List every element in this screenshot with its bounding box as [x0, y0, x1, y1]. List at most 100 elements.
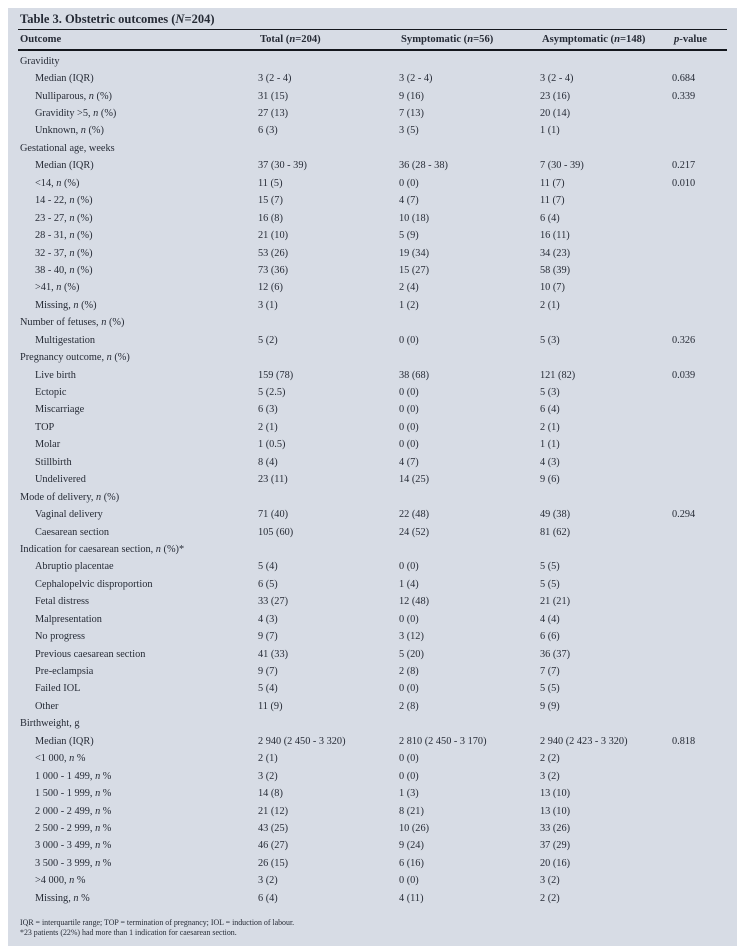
row-label: 28 - 31, n (%): [35, 230, 93, 242]
table-row: 3 500 - 3 999, n % 26 (15) 6 (16) 20 (16): [18, 855, 727, 872]
table-body: Gravidity Median (IQR) 3 (2 - 4) 3 (2 - 4) 3…: [18, 51, 727, 907]
cell-symptomatic: 10 (18): [399, 212, 430, 224]
row-label: Malpresentation: [35, 613, 102, 625]
cell-symptomatic: 0 (0): [399, 387, 419, 399]
cell-asymptomatic: 9 (6): [540, 474, 560, 486]
cell-total: 71 (40): [258, 509, 289, 521]
row-label: Unknown, n (%): [35, 125, 104, 137]
cell-symptomatic: 1 (3): [399, 788, 419, 800]
column-header-p-value: p-value: [674, 34, 707, 45]
cell-symptomatic: 6 (16): [399, 857, 424, 869]
cell-total: 6 (3): [258, 404, 278, 416]
cell-total: 12 (6): [258, 282, 283, 294]
cell-total: 15 (7): [258, 195, 283, 207]
cell-total: 6 (3): [258, 125, 278, 137]
table-row: Median (IQR) 2 940 (2 450 - 3 320) 2 810 (…: [18, 733, 727, 750]
cell-total: 43 (25): [258, 822, 289, 834]
table-header-row: Outcome Total (n=204) Symptomatic (n=56)…: [18, 30, 727, 51]
cell-p-value: 0.339: [672, 90, 696, 102]
table-row: 38 - 40, n (%) 73 (36) 15 (27) 58 (39): [18, 262, 727, 279]
row-label: Fetal distress: [35, 596, 90, 608]
row-label: Cephalopelvic disproportion: [35, 578, 153, 590]
cell-asymptomatic: 2 (1): [540, 421, 560, 433]
table-row: <14, n (%) 11 (5) 0 (0) 11 (7) 0.010: [18, 175, 727, 192]
cell-symptomatic: 38 (68): [399, 369, 430, 381]
cell-asymptomatic: 49 (38): [540, 509, 571, 521]
row-label: 3 000 - 3 499, n %: [35, 840, 112, 852]
table-panel: Table 3. Obstetric outcomes (N=204) Outc…: [8, 8, 737, 946]
table-row: Molar 1 (0.5) 0 (0) 1 (1): [18, 437, 727, 454]
row-label: Stillbirth: [35, 456, 72, 468]
row-label: 2 500 - 2 999, n %: [35, 822, 112, 834]
cell-total: 5 (4): [258, 561, 278, 573]
column-header-total: Total (n=204): [260, 34, 321, 45]
table-row: Nulliparous, n (%) 31 (15) 9 (16) 23 (16) 0.…: [18, 88, 727, 105]
cell-total: 26 (15): [258, 857, 289, 869]
row-label: Failed IOL: [35, 683, 81, 695]
row-label: <1 000, n %: [35, 753, 86, 765]
cell-symptomatic: 15 (27): [399, 264, 430, 276]
row-label: 3 500 - 3 999, n %: [35, 857, 112, 869]
table-row: Pre-eclampsia 9 (7) 2 (8) 7 (7): [18, 663, 727, 680]
cell-total: 3 (1): [258, 299, 278, 311]
cell-asymptomatic: 21 (21): [540, 596, 571, 608]
cell-asymptomatic: 4 (4): [540, 613, 560, 625]
row-label: 38 - 40, n (%): [35, 264, 93, 276]
cell-symptomatic: 7 (13): [399, 108, 424, 120]
cell-total: 37 (30 - 39): [258, 160, 307, 172]
footnotes: IQR = interquartile range; TOP = termina…: [18, 918, 727, 937]
cell-asymptomatic: 3 (2): [540, 770, 560, 782]
table-row: Pregnancy outcome, n (%): [18, 349, 727, 366]
table-title: Table 3. Obstetric outcomes (N=204): [18, 8, 727, 30]
row-label: <14, n (%): [35, 177, 80, 189]
cell-asymptomatic: 37 (29): [540, 840, 571, 852]
table-row: Birthweight, g: [18, 716, 727, 733]
cell-asymptomatic: 2 940 (2 423 - 3 320): [540, 735, 628, 747]
cell-symptomatic: 0 (0): [399, 404, 419, 416]
table-row: Indication for caesarean section, n (%)*: [18, 541, 727, 558]
cell-symptomatic: 9 (16): [399, 90, 424, 102]
cell-asymptomatic: 2 (2): [540, 753, 560, 765]
row-label: 23 - 27, n (%): [35, 212, 93, 224]
cell-total: 4 (3): [258, 613, 278, 625]
cell-total: 41 (33): [258, 648, 289, 660]
cell-total: 6 (4): [258, 892, 278, 904]
table-row: >41, n (%) 12 (6) 2 (4) 10 (7): [18, 280, 727, 297]
table-row: 1 500 - 1 999, n % 14 (8) 1 (3) 13 (10): [18, 785, 727, 802]
table-row: No progress 9 (7) 3 (12) 6 (6): [18, 628, 727, 645]
row-label: Median (IQR): [35, 735, 94, 747]
column-header-symptomatic: Symptomatic (n=56): [401, 34, 494, 45]
cell-asymptomatic: 6 (4): [540, 212, 560, 224]
cell-total: 6 (5): [258, 578, 278, 590]
cell-asymptomatic: 13 (10): [540, 805, 571, 817]
table-row: 32 - 37, n (%) 53 (26) 19 (34) 34 (23): [18, 245, 727, 262]
cell-p-value: 0.039: [672, 369, 696, 381]
row-label: Undelivered: [35, 474, 86, 486]
row-label: Ectopic: [35, 387, 67, 399]
table-row: Gravidity: [18, 53, 727, 70]
cell-symptomatic: 4 (11): [399, 892, 424, 904]
table-row: Number of fetuses, n (%): [18, 315, 727, 332]
cell-symptomatic: 0 (0): [399, 421, 419, 433]
cell-asymptomatic: 20 (14): [540, 108, 571, 120]
cell-symptomatic: 14 (25): [399, 474, 430, 486]
table-row: Ectopic 5 (2.5) 0 (0) 5 (3): [18, 384, 727, 401]
cell-symptomatic: 4 (7): [399, 456, 419, 468]
cell-total: 1 (0.5): [258, 439, 286, 451]
table-row: 14 - 22, n (%) 15 (7) 4 (7) 11 (7): [18, 193, 727, 210]
cell-asymptomatic: 1 (1): [540, 439, 560, 451]
cell-total: 2 940 (2 450 - 3 320): [258, 735, 346, 747]
row-label: Indication for caesarean section, n (%)*: [20, 543, 185, 555]
cell-asymptomatic: 81 (62): [540, 526, 571, 538]
cell-asymptomatic: 23 (16): [540, 90, 571, 102]
cell-total: 9 (7): [258, 666, 278, 678]
cell-total: 21 (12): [258, 805, 289, 817]
table-row: Undelivered 23 (11) 14 (25) 9 (6): [18, 472, 727, 489]
cell-total: 16 (8): [258, 212, 283, 224]
cell-asymptomatic: 16 (11): [540, 230, 570, 242]
table-row: Stillbirth 8 (4) 4 (7) 4 (3): [18, 454, 727, 471]
cell-asymptomatic: 3 (2): [540, 875, 560, 887]
table-row: Vaginal delivery 71 (40) 22 (48) 49 (38) 0.2…: [18, 506, 727, 523]
cell-symptomatic: 2 (8): [399, 666, 419, 678]
